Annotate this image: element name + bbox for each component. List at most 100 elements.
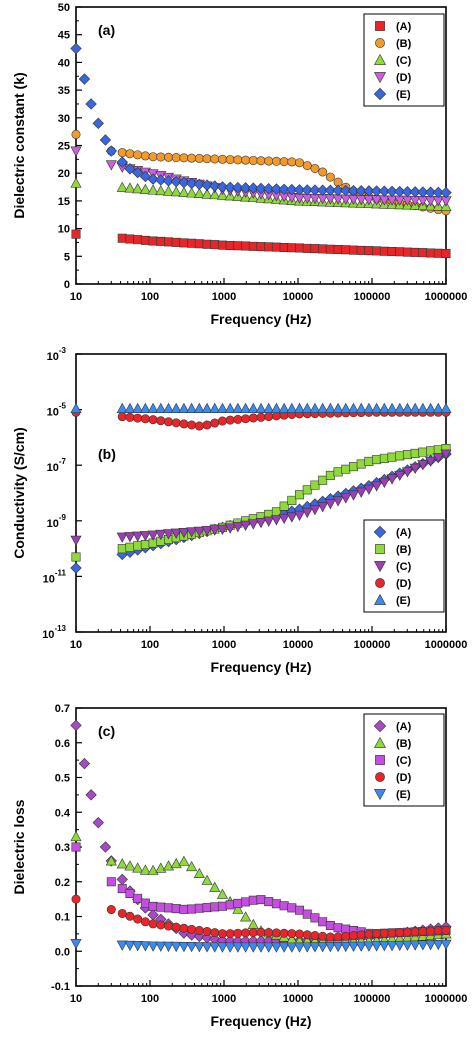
data-point [241, 155, 251, 165]
data-point [286, 942, 298, 953]
data-point [318, 931, 328, 941]
plot-frame [75, 353, 447, 633]
data-point [201, 874, 213, 885]
data-point [309, 184, 321, 196]
legend-label: (C) [396, 55, 412, 67]
data-point [193, 178, 206, 190]
legend-label: (A) [396, 721, 412, 733]
data-point [356, 930, 366, 940]
data-point [105, 160, 117, 171]
y-tick-label: 25 [58, 141, 70, 153]
legend: (A) (B) (C) (D) (E) [363, 713, 445, 807]
data-point [70, 146, 82, 157]
data-point [332, 184, 344, 197]
data-point [310, 163, 320, 173]
data-point [409, 940, 421, 951]
data-point [71, 129, 81, 139]
chart-panel-b: 10 100 1000 10000 100000 1000000 10-13 10-11 10-… [11, 346, 467, 675]
data-point [70, 939, 82, 950]
y-tick-label: 0.1 [55, 912, 70, 924]
data-point [279, 901, 289, 911]
data-point [209, 180, 221, 192]
legend-label: (A) [396, 527, 412, 539]
legend-marker [375, 755, 385, 765]
data-point [139, 183, 151, 194]
data-point [193, 942, 205, 953]
x-tick-label: 100000 [354, 639, 391, 651]
data-point [363, 402, 375, 413]
data-point [216, 402, 229, 413]
data-point [264, 156, 274, 166]
data-point [387, 247, 397, 257]
data-point [341, 245, 351, 255]
data-point [410, 247, 420, 257]
data-point [201, 188, 213, 199]
data-point [125, 911, 135, 921]
data-point [293, 942, 306, 953]
data-point [264, 242, 274, 252]
data-point [92, 817, 104, 829]
data-point [225, 929, 235, 939]
data-point [347, 490, 360, 501]
data-point [140, 917, 150, 927]
data-point [139, 170, 152, 183]
data-point [372, 455, 382, 465]
data-point [178, 186, 190, 197]
data-point [209, 402, 221, 413]
data-point [224, 181, 236, 193]
data-point [224, 942, 236, 953]
data-point [287, 929, 297, 939]
data-point [232, 402, 244, 413]
data-point [186, 402, 198, 413]
data-point [372, 929, 382, 939]
y-tick-label: 50 [58, 2, 70, 14]
data-point [155, 174, 167, 186]
data-point [432, 402, 444, 413]
data-point [256, 156, 266, 166]
panel-tag: (b) [98, 446, 116, 462]
data-point [279, 242, 289, 252]
data-point [279, 928, 289, 938]
legend-marker [373, 87, 387, 101]
legend-label: (C) [396, 755, 412, 767]
data-point [278, 942, 290, 953]
y-tick-label: 10-7 [47, 457, 67, 474]
data-point [278, 183, 290, 195]
data-point [247, 942, 259, 953]
data-point [71, 894, 81, 904]
data-point [194, 421, 204, 431]
data-point [210, 902, 220, 912]
data-point [363, 941, 375, 952]
data-point [241, 414, 251, 424]
data-point [117, 148, 127, 158]
data-point [410, 927, 420, 937]
data-point [279, 157, 289, 167]
data-point [256, 242, 266, 252]
data-point [378, 941, 390, 952]
data-point [325, 470, 335, 480]
x-axis-label: Frequency (Hz) [210, 311, 311, 327]
data-point [324, 402, 336, 413]
data-point [402, 927, 412, 937]
y-tick-label: 10 [58, 224, 70, 236]
data-point [162, 529, 175, 540]
data-point [271, 242, 281, 252]
data-point [233, 241, 243, 251]
y-tick-label: 10-13 [42, 624, 66, 641]
data-point [401, 940, 414, 951]
data-point [170, 857, 182, 869]
data-point [78, 757, 91, 770]
data-point [317, 402, 329, 413]
data-point [162, 185, 175, 196]
data-point [409, 402, 421, 413]
y-tick-label: 0.6 [55, 738, 70, 750]
data-point [217, 901, 227, 911]
data-point [395, 928, 405, 938]
data-point [210, 928, 220, 938]
data-point [309, 942, 321, 953]
data-point [325, 172, 335, 182]
y-tick-label: 0.3 [55, 842, 70, 854]
data-point [240, 942, 252, 953]
data-point [132, 941, 144, 952]
y-tick-label: 10-11 [43, 568, 67, 585]
